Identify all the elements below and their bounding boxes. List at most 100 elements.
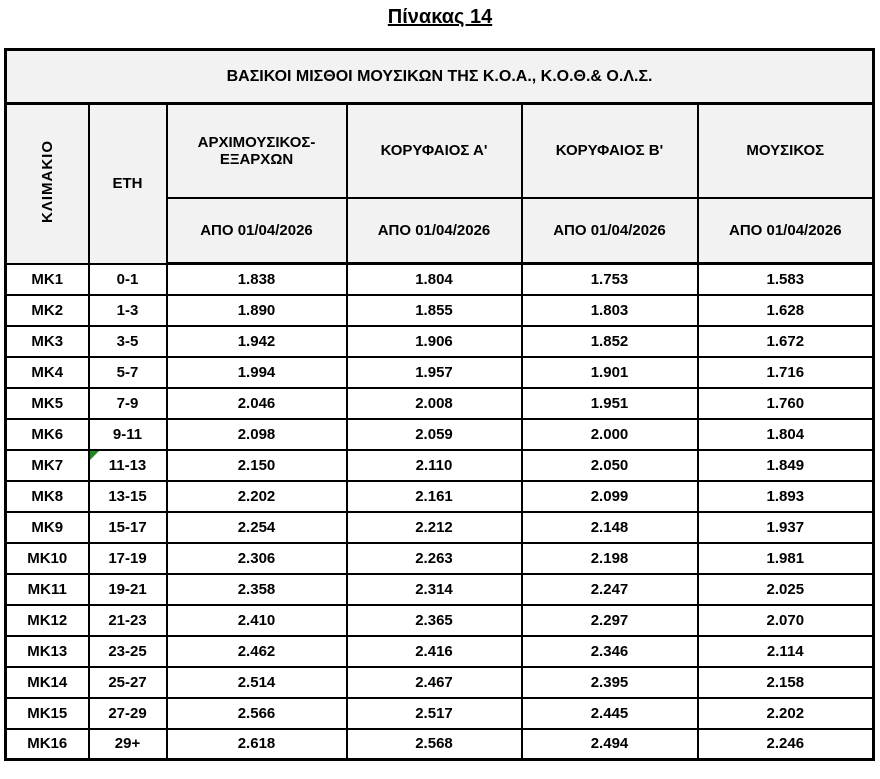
cell-scale: MK11 [4,572,90,606]
cell-value: 2.467 [345,665,523,699]
cell-years: 29+ [87,727,168,761]
cell-value: 2.462 [165,634,348,668]
cell-years: 21-23 [87,603,168,637]
cell-value: 1.942 [165,324,348,358]
cell-value: 2.202 [696,696,875,730]
table-row-mk3: MK3 3-5 1.942 1.906 1.852 1.672 [4,324,875,358]
header-role-koryfaios-a: ΚΟΡΥΦΑΙΟΣ Α' [345,102,523,199]
cell-value: 2.046 [165,386,348,420]
cell-value: 2.568 [345,727,523,761]
table-date-header-row: ΑΠΟ 01/04/2026 ΑΠΟ 01/04/2026 ΑΠΟ 01/04/… [6,196,875,265]
cell-scale: MK16 [4,727,90,761]
table-role-header-row: ΚΛΙΜΑΚΙΟ ΕΤΗ ΑΡΧΙΜΟΥΣΙΚΟΣ-ΕΞΑΡΧΩΝ ΚΟΡΥΦΑ… [4,102,875,265]
cell-value: 1.838 [165,262,348,296]
header-scale-label: ΚΛΙΜΑΚΙΟ [38,140,56,224]
cell-value: 2.150 [165,448,348,482]
cell-value: 2.346 [520,634,699,668]
cell-scale: MK5 [4,386,90,420]
cell-scale: MK3 [4,324,90,358]
cell-value: 2.445 [520,696,699,730]
cell-years: 19-21 [87,572,168,606]
cell-value: 2.254 [165,510,348,544]
cell-years: 15-17 [87,510,168,544]
cell-value: 2.517 [345,696,523,730]
cell-value: 2.098 [165,417,348,451]
cell-value: 2.358 [165,572,348,606]
cell-value: 2.618 [165,727,348,761]
cell-scale: MK7 [4,448,90,482]
cell-value: 1.628 [696,293,875,327]
cell-value: 2.158 [696,665,875,699]
cell-years: 17-19 [87,541,168,575]
cell-value: 2.314 [345,572,523,606]
table-row-mk5: MK5 7-9 2.046 2.008 1.951 1.760 [4,386,875,420]
header-role-archimousikos: ΑΡΧΙΜΟΥΣΙΚΟΣ-ΕΞΑΡΧΩΝ [165,102,348,199]
cell-years: 5-7 [87,355,168,389]
cell-value: 1.716 [696,355,875,389]
cell-value: 2.416 [345,634,523,668]
cell-value: 2.070 [696,603,875,637]
header-date-1: ΑΠΟ 01/04/2026 [345,196,523,265]
cell-value: 1.957 [345,355,523,389]
page-title: Πίνακας 14 [387,6,493,28]
cell-value: 2.202 [165,479,348,513]
cell-value: 1.855 [345,293,523,327]
cell-scale: MK14 [4,665,90,699]
table-row-mk9: MK9 15-17 2.254 2.212 2.148 1.937 [4,510,875,544]
cell-value: 1.849 [696,448,875,482]
cell-years: 23-25 [87,634,168,668]
cell-value: 2.246 [696,727,875,761]
cell-value: 2.514 [165,665,348,699]
cell-scale: MK4 [4,355,90,389]
cell-value: 2.110 [345,448,523,482]
cell-value: 1.803 [520,293,699,327]
table-row-mk1: MK1 0-1 1.838 1.804 1.753 1.583 [4,262,875,296]
cell-years: 7-9 [87,386,168,420]
table-row-mk15: MK15 27-29 2.566 2.517 2.445 2.202 [4,696,875,730]
cell-years: 9-11 [87,417,168,451]
header-date-2: ΑΠΟ 01/04/2026 [520,196,699,265]
cell-years: 13-15 [87,479,168,513]
header-years: ΕΤΗ [87,102,168,265]
cell-value: 2.114 [696,634,875,668]
cell-years: 27-29 [87,696,168,730]
table-row-mk14: MK14 25-27 2.514 2.467 2.395 2.158 [4,665,875,699]
table-row-mk6: MK6 9-11 2.098 2.059 2.000 1.804 [4,417,875,451]
cell-value: 1.951 [520,386,699,420]
excel-flag-icon [90,451,99,460]
table-row-mk16: MK16 29+ 2.618 2.568 2.494 2.246 [4,727,875,761]
header-role-koryfaios-b: ΚΟΡΥΦΑΙΟΣ Β' [520,102,699,199]
cell-value: 2.410 [165,603,348,637]
cell-value: 2.198 [520,541,699,575]
cell-years: 1-3 [87,293,168,327]
table-main-header-row: ΒΑΣΙΚΟΙ ΜΙΣΘΟΙ ΜΟΥΣΙΚΩΝ ΤΗΣ Κ.Ο.Α., Κ.Ο.… [4,48,875,105]
cell-value: 1.804 [696,417,875,451]
cell-scale: MK2 [4,293,90,327]
cell-value: 2.566 [165,696,348,730]
cell-value: 2.395 [520,665,699,699]
cell-value: 1.753 [520,262,699,296]
cell-value: 2.148 [520,510,699,544]
table-row-mk2: MK2 1-3 1.890 1.855 1.803 1.628 [4,293,875,327]
cell-scale: MK13 [4,634,90,668]
cell-value: 2.099 [520,479,699,513]
cell-value: 2.365 [345,603,523,637]
cell-scale: MK1 [4,262,90,296]
cell-value: 1.804 [345,262,523,296]
cell-value: 1.672 [696,324,875,358]
cell-value: 2.263 [345,541,523,575]
cell-years: 0-1 [87,262,168,296]
cell-years: 11-13 [87,448,168,482]
cell-value: 2.059 [345,417,523,451]
cell-value: 1.994 [165,355,348,389]
cell-value: 1.901 [520,355,699,389]
cell-value: 1.906 [345,324,523,358]
cell-scale: MK15 [4,696,90,730]
cell-scale: MK10 [4,541,90,575]
cell-value: 1.760 [696,386,875,420]
table-row-mk4: MK4 5-7 1.994 1.957 1.901 1.716 [4,355,875,389]
header-date-0: ΑΠΟ 01/04/2026 [165,196,348,265]
salary-table: ΒΑΣΙΚΟΙ ΜΙΣΘΟΙ ΜΟΥΣΙΚΩΝ ΤΗΣ Κ.Ο.Α., Κ.Ο.… [4,48,876,761]
cell-value: 2.008 [345,386,523,420]
